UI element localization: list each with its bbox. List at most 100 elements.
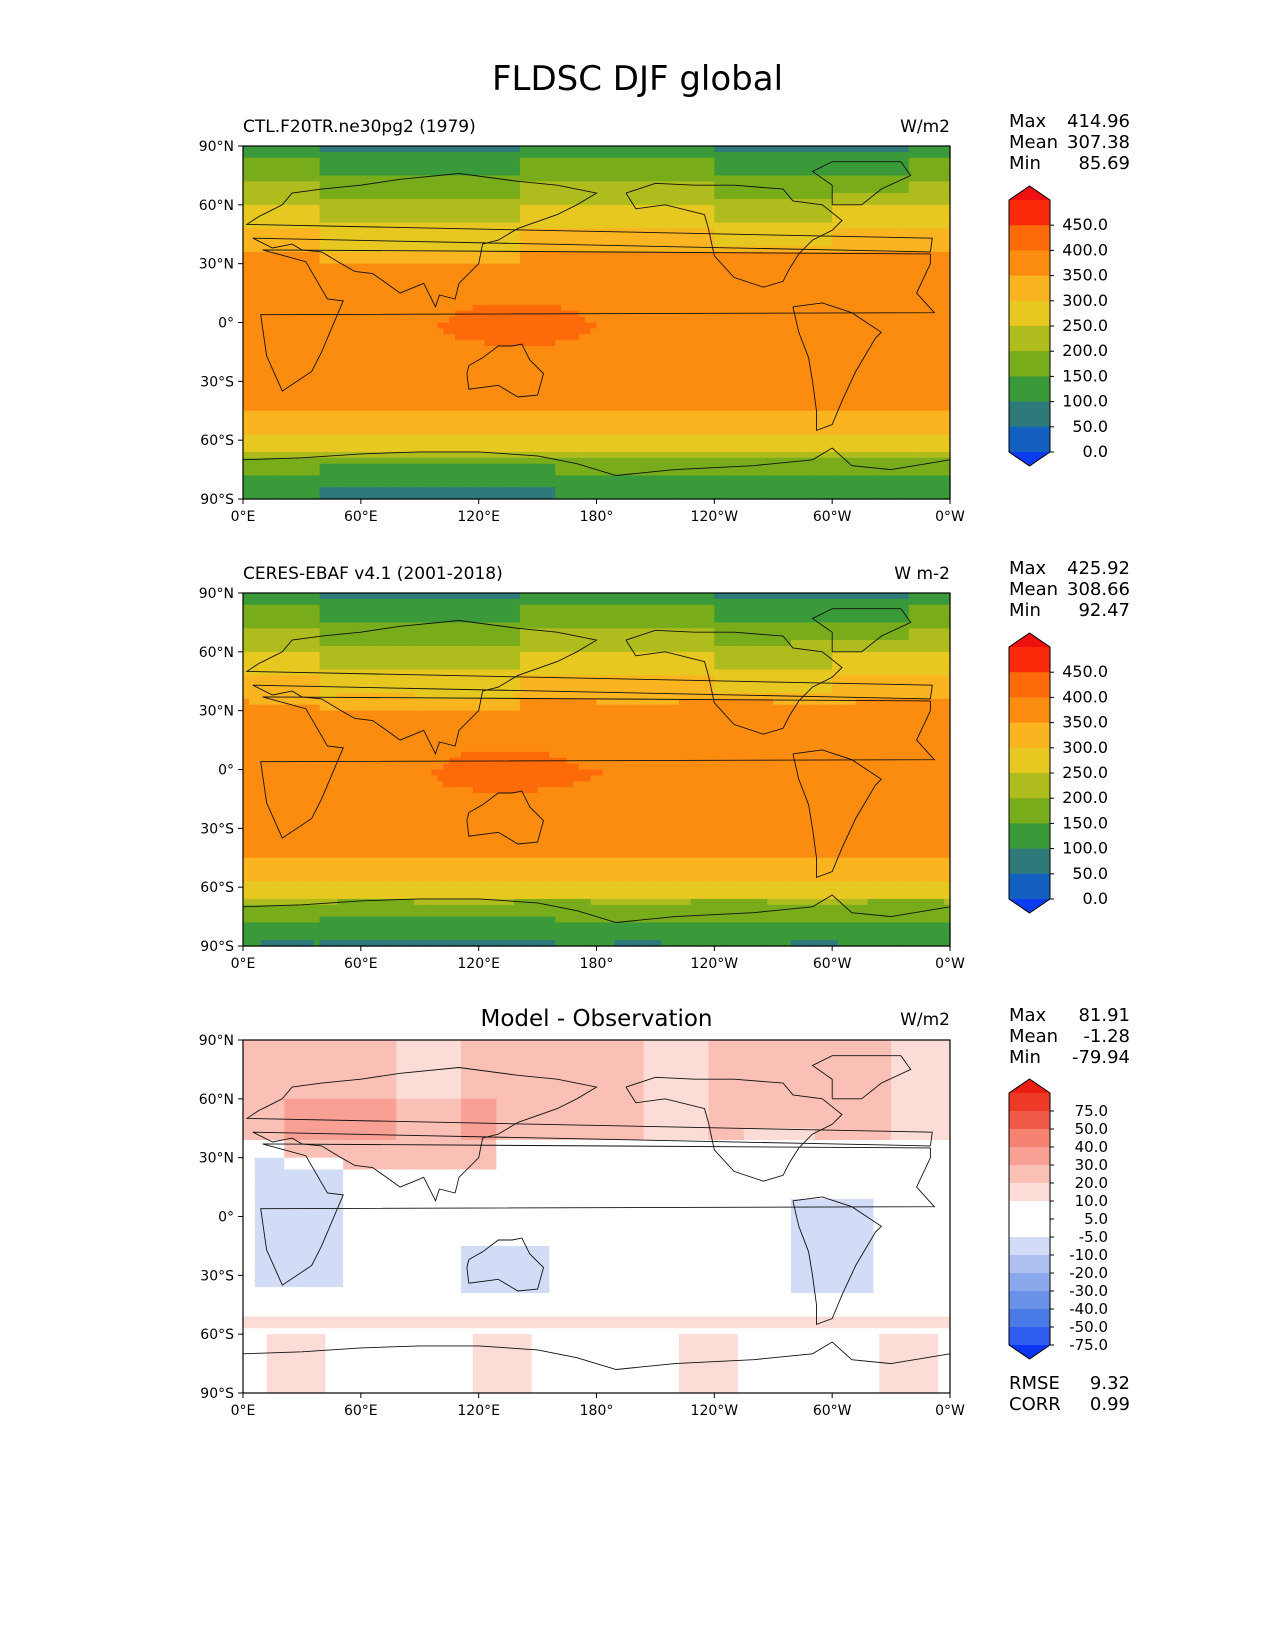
map-cell (614, 269, 621, 277)
map-cell (849, 357, 857, 365)
map-cell (802, 169, 810, 177)
map-cell (767, 351, 774, 359)
map-cell (337, 198, 344, 206)
map-cell (243, 298, 250, 306)
map-cell (466, 346, 474, 353)
map-cell (649, 269, 657, 277)
map-cell (366, 181, 374, 188)
map-cell (508, 163, 515, 171)
map-cell (537, 193, 545, 200)
map-cell (496, 151, 503, 159)
map-cell (932, 228, 939, 235)
map-cell (796, 193, 804, 200)
map-cell (661, 287, 668, 294)
map-cell (655, 298, 662, 306)
map-cell (849, 298, 857, 306)
map-cell (608, 222, 615, 229)
map-cell (567, 234, 574, 241)
map-cell (737, 246, 745, 253)
map-cell (720, 304, 727, 312)
map-cell (655, 375, 662, 382)
map-cell (325, 175, 332, 182)
map-cell (301, 287, 309, 294)
map-cell (796, 163, 804, 171)
map-cell (578, 334, 586, 341)
map-cell (578, 316, 586, 324)
panel-2-left-title: CERES-EBAF v4.1 (2001-2018) (243, 566, 503, 583)
map-cell (578, 369, 586, 377)
map-cell (561, 251, 568, 259)
map-cell (826, 293, 833, 300)
map-cell (720, 334, 727, 341)
map-cell (773, 175, 780, 182)
map-cell (596, 169, 603, 177)
map-cell (779, 369, 786, 377)
map-cell (678, 240, 686, 247)
map-cell (337, 269, 344, 277)
map-cell (832, 287, 839, 294)
map-cell (266, 216, 274, 224)
map-cell (684, 369, 692, 377)
map-cell (667, 157, 674, 165)
map-cell (655, 316, 662, 324)
map-cell (867, 234, 875, 241)
map-cell (808, 204, 816, 212)
map-cell (490, 163, 497, 171)
map-cell (443, 316, 450, 324)
map-cell (354, 163, 362, 171)
map-cell (920, 316, 928, 324)
map-cell (902, 163, 910, 171)
map-cell (902, 340, 910, 347)
map-cell (802, 316, 810, 324)
map-cell (466, 151, 474, 159)
map-cell (584, 234, 592, 241)
map-cell (926, 322, 933, 329)
map-cell (484, 251, 492, 259)
map-cell (726, 146, 733, 153)
map-cell (779, 328, 786, 335)
map-cell (737, 310, 745, 318)
map-cell (855, 363, 863, 371)
map-cell (543, 257, 550, 265)
map-cell (855, 322, 863, 329)
map-cell (431, 263, 439, 271)
map-cell (578, 340, 586, 347)
map-cell (472, 316, 480, 324)
map-cell (443, 328, 450, 335)
map-cell (590, 322, 598, 329)
map-cell (484, 181, 492, 188)
map-cell (826, 269, 833, 277)
map-cell (879, 146, 886, 153)
map-cell (708, 263, 715, 271)
map-cell (407, 234, 415, 241)
map-cell (885, 246, 892, 253)
map-cell (466, 175, 474, 182)
map-cell (767, 293, 774, 300)
map-cell (932, 351, 939, 359)
map-cell (767, 234, 774, 241)
map-cell (938, 316, 945, 324)
map-cell (555, 304, 562, 312)
map-cell (891, 310, 898, 318)
map-cell (684, 263, 692, 271)
map-cell (514, 387, 521, 394)
map-cell (891, 381, 898, 388)
map-cell (555, 175, 562, 182)
map-cell (478, 304, 486, 312)
map-cell (372, 263, 380, 271)
map-cell (708, 210, 715, 218)
map-cell (631, 157, 639, 165)
map-cell (726, 369, 733, 377)
map-cell (885, 275, 892, 282)
map-cell (478, 257, 486, 265)
map-cell (443, 257, 450, 265)
map-cell (867, 334, 875, 341)
map-cell (378, 181, 385, 188)
map-cell (820, 287, 827, 294)
map-cell (779, 228, 786, 235)
map-cell (466, 298, 474, 306)
map-cell (525, 328, 533, 335)
map-cell (891, 293, 898, 300)
map-cell (567, 169, 574, 177)
map-cell (938, 157, 945, 165)
